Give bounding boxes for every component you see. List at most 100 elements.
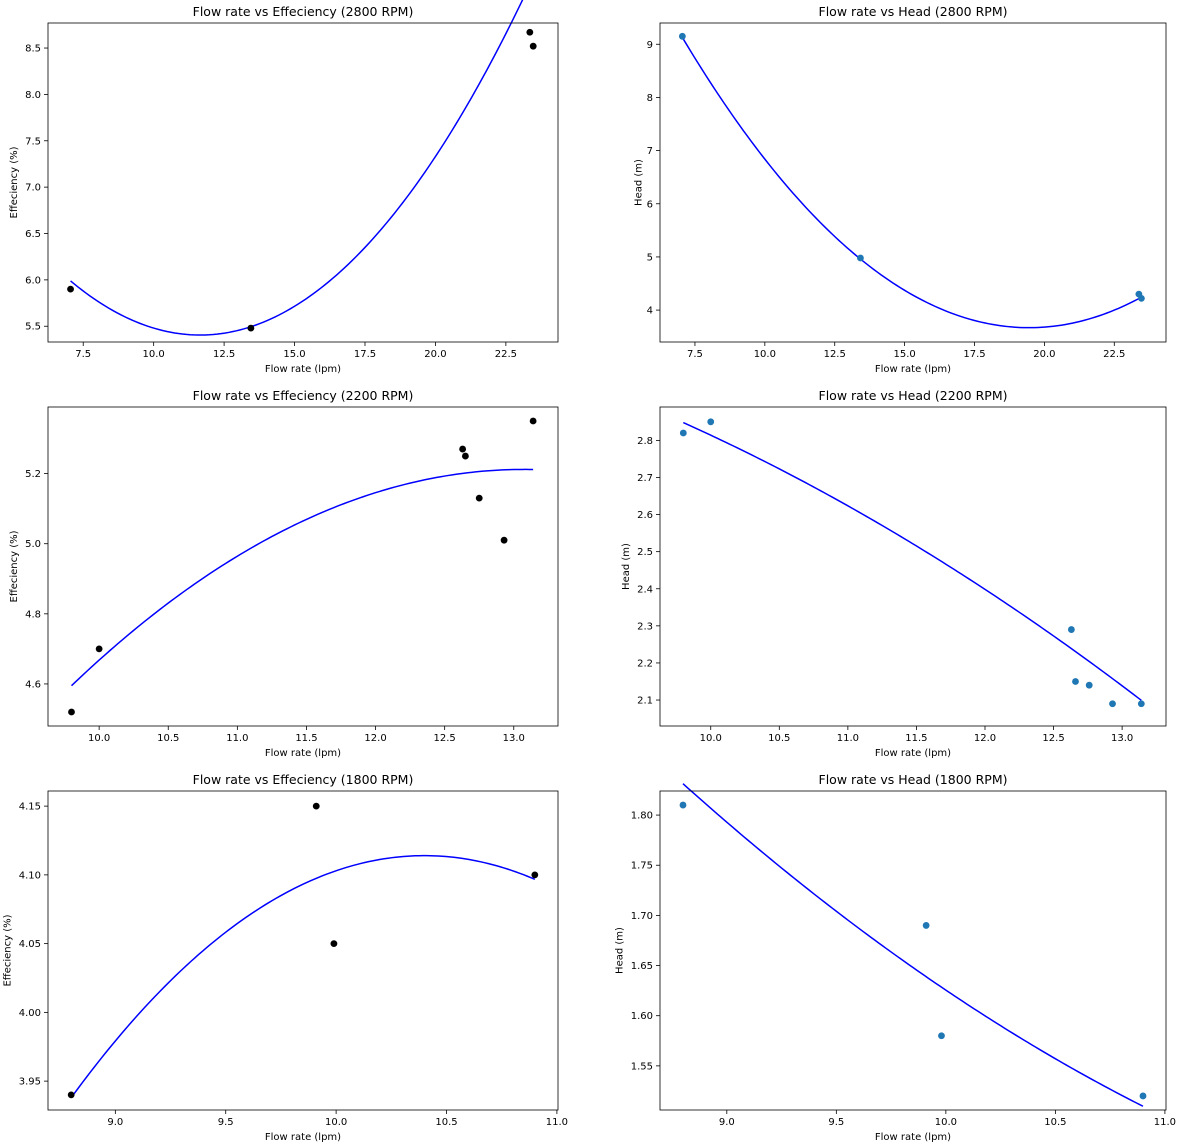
x-tick-label: 13.0: [503, 733, 525, 744]
chart-title: Flow rate vs Effeciency (2800 RPM): [193, 4, 414, 19]
y-tick-label: 1.60: [631, 1011, 653, 1022]
data-point: [68, 708, 75, 716]
x-tick-label: 13.0: [1111, 733, 1133, 744]
chart-title: Flow rate vs Effeciency (1800 RPM): [193, 772, 414, 787]
x-tick-label: 17.5: [963, 349, 985, 360]
plot-frame: [659, 790, 1167, 1111]
y-tick-label: 8.0: [25, 90, 41, 101]
x-tick-label: 11.0: [546, 1117, 568, 1128]
data-point: [1137, 295, 1145, 302]
data-point: [461, 452, 469, 460]
data-point: [938, 1032, 945, 1040]
x-tick-label: 15.0: [893, 349, 915, 360]
chart-title: Flow rate vs Head (2200 RPM): [819, 388, 1008, 403]
y-tick-label: 7: [647, 146, 653, 157]
y-axis-label: Head (m): [621, 543, 632, 590]
y-tick-label: 4.05: [19, 939, 41, 950]
x-tick-label: 22.5: [495, 349, 517, 360]
plot-frame: [47, 22, 559, 343]
fit-curve: [70, 468, 534, 687]
x-tick-label: 20.0: [424, 349, 446, 360]
data-point: [526, 28, 534, 36]
data-point: [529, 417, 537, 425]
data-point: [247, 324, 255, 332]
x-axis-label: Flow rate (lpm): [265, 364, 341, 375]
x-tick-label: 15.0: [283, 349, 305, 360]
x-axis-label: Flow rate (lpm): [875, 748, 951, 759]
data-point: [459, 445, 467, 453]
x-tick-label: 20.0: [1033, 349, 1055, 360]
x-tick-label: 10.5: [435, 1117, 457, 1128]
plot-frame: [47, 406, 559, 727]
y-tick-label: 1.65: [631, 961, 653, 972]
chart-panel-1: Flow rate vs Effeciency (2800 RPM) 7.5 10.…: [9, 0, 559, 375]
data-point: [1085, 681, 1093, 689]
data-point: [67, 285, 74, 293]
chart-title: Flow rate vs Head (2800 RPM): [819, 4, 1008, 19]
y-tick-label: 4.8: [25, 609, 41, 620]
x-tick-label: 22.5: [1103, 349, 1125, 360]
data-point: [857, 254, 864, 262]
y-tick-label: 2.3: [637, 621, 653, 632]
y-tick-label: 7.0: [25, 183, 41, 194]
x-tick-label: 10.0: [754, 349, 776, 360]
y-tick-label: 2.4: [637, 584, 653, 595]
data-point: [531, 871, 539, 879]
y-tick-label: 8.5: [25, 44, 41, 55]
y-tick-label: 4: [647, 306, 653, 317]
y-tick-label: 4.6: [25, 679, 41, 690]
y-tick-label: 2.6: [637, 510, 653, 521]
x-tick-label: 12.5: [824, 349, 846, 360]
y-tick-label: 8: [647, 93, 653, 104]
plot-frame: [659, 406, 1167, 727]
y-axis-label: Head (m): [634, 159, 645, 206]
x-tick-label: 17.5: [354, 349, 376, 360]
x-tick-label: 11.5: [905, 733, 927, 744]
x-tick-label: 10.5: [1044, 1117, 1066, 1128]
y-tick-label: 4.10: [19, 870, 41, 881]
data-point: [679, 801, 687, 809]
x-tick-label: 12.5: [1042, 733, 1064, 744]
x-tick-label: 9.0: [719, 1117, 735, 1128]
plot-frame: [47, 790, 559, 1111]
y-axis-label: Effeciency (%): [9, 146, 20, 218]
fit-curve: [683, 421, 1142, 701]
y-tick-label: 5: [647, 252, 653, 263]
data-point: [312, 802, 320, 810]
data-point: [529, 42, 537, 50]
y-axis-label: Effeciency (%): [9, 530, 20, 602]
data-point: [500, 536, 508, 544]
y-tick-label: 5.5: [25, 322, 41, 333]
y-tick-label: 2.2: [637, 658, 653, 669]
x-tick-label: 11.0: [837, 733, 859, 744]
plot-frame: [659, 22, 1167, 343]
x-tick-label: 9.5: [828, 1117, 844, 1128]
x-tick-label: 10.5: [768, 733, 790, 744]
x-axis-label: Flow rate (lpm): [875, 364, 951, 375]
y-tick-label: 5.0: [25, 539, 41, 550]
y-tick-label: 4.00: [19, 1008, 41, 1019]
x-tick-label: 11.5: [295, 733, 317, 744]
data-point: [1072, 678, 1079, 685]
x-tick-label: 11.0: [226, 733, 248, 744]
data-point: [95, 645, 103, 653]
fit-curve: [70, 0, 524, 336]
y-tick-label: 4.15: [19, 802, 41, 813]
chart-title: Flow rate vs Effeciency (2200 RPM): [193, 388, 414, 403]
data-point: [1109, 700, 1116, 708]
x-tick-label: 12.0: [364, 733, 386, 744]
x-tick-label: 7.5: [687, 349, 703, 360]
x-tick-label: 12.5: [434, 733, 456, 744]
y-tick-label: 1.80: [631, 811, 653, 822]
x-tick-label: 10.0: [88, 733, 110, 744]
x-tick-label: 7.5: [75, 349, 91, 360]
y-tick-label: 1.75: [631, 861, 653, 872]
chart-panel-3: Flow rate vs Effeciency (2200 RPM) 10.0 10…: [9, 388, 559, 759]
x-axis-label: Flow rate (lpm): [265, 1132, 341, 1143]
data-point: [67, 1091, 75, 1099]
x-tick-label: 10.0: [325, 1117, 347, 1128]
y-tick-label: 2.5: [637, 547, 653, 558]
y-tick-label: 2.1: [637, 696, 653, 707]
x-axis-label: Flow rate (lpm): [265, 748, 341, 759]
